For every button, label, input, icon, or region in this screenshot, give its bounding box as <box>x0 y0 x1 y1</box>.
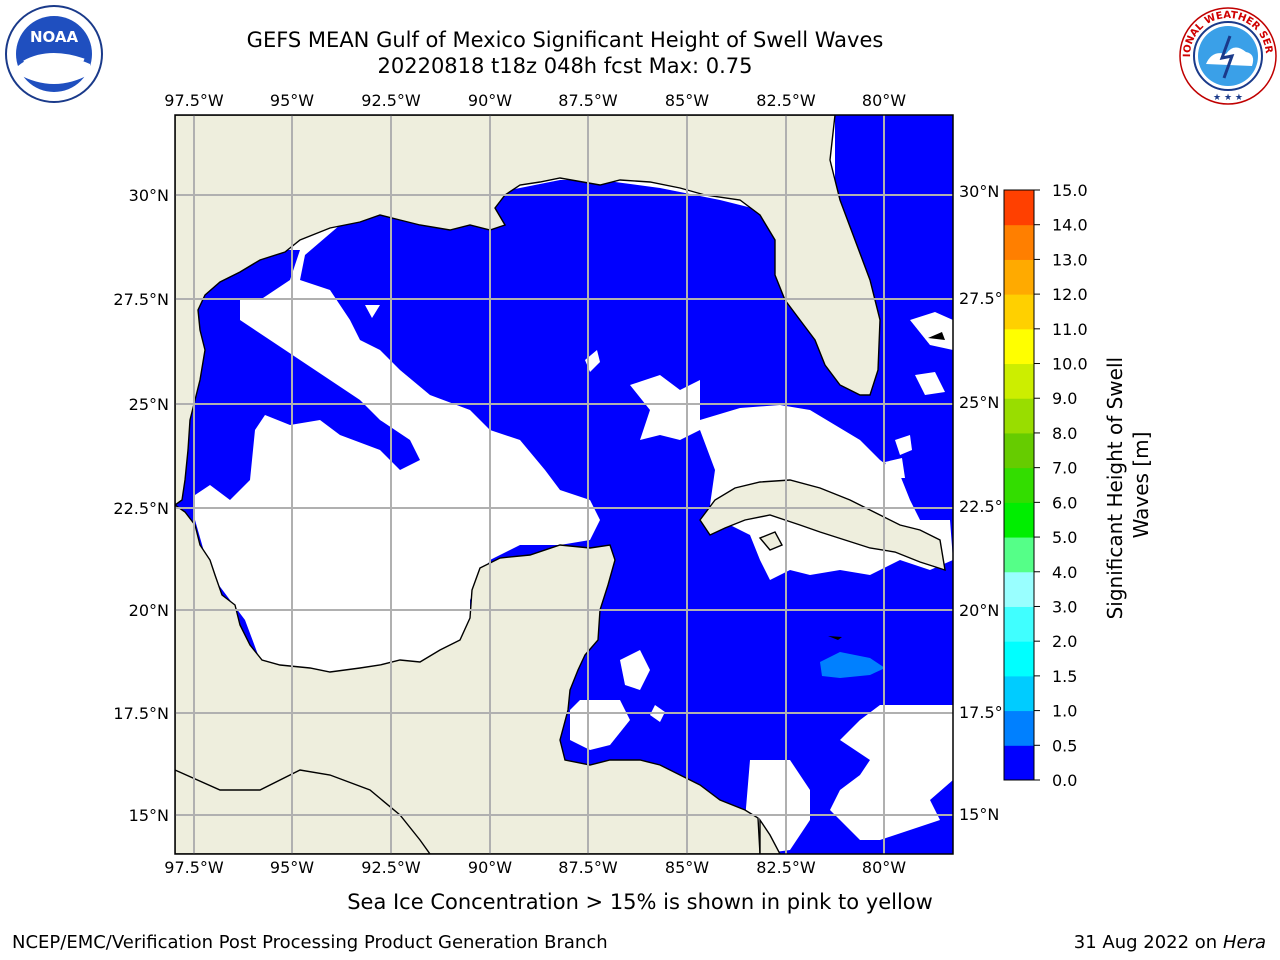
lat-tick-left: 30°N <box>129 186 169 205</box>
colorbar-band <box>1004 328 1034 365</box>
lon-tick-top: 97.5°W <box>164 91 224 110</box>
colorbar: 0.0 0.5 1.0 1.5 2.0 3.0 4.0 5.0 6.0 7.0 8.0 9.0 10.0… <box>1003 181 1088 790</box>
colorbar-tick-label: 3.0 <box>1052 597 1077 616</box>
colorbar-band <box>1004 363 1034 399</box>
colorbar-label-line2: Waves [m] <box>1129 432 1153 539</box>
colorbar-tick-label: 0.0 <box>1052 771 1077 790</box>
footer-date-text: 31 Aug 2022 on <box>1073 932 1218 953</box>
colorbar-band <box>1004 710 1034 746</box>
colorbar-tick-label: 1.0 <box>1052 702 1077 721</box>
lon-labels-bottom: 97.5°W 95°W 92.5°W 90°W 87.5°W 85°W 82.5… <box>164 858 906 877</box>
lon-tick-bottom: 90°W <box>468 858 512 877</box>
lat-tick-left: 22.5°N <box>113 499 169 518</box>
lat-tick-left: 25°N <box>129 395 169 414</box>
colorbar-band <box>1004 641 1034 677</box>
lat-tick-right: 15°N <box>959 805 999 824</box>
chart-title: GEFS MEAN Gulf of Mexico Significant Hei… <box>246 28 884 52</box>
lat-tick-right: 22.5°N <box>959 497 1015 516</box>
colorbar-tick-label: 13.0 <box>1052 250 1088 269</box>
colorbar-tick-label: 5.0 <box>1052 528 1077 547</box>
colorbar-band <box>1004 502 1034 538</box>
lon-tick-bottom: 87.5°W <box>558 858 618 877</box>
lon-tick-top: 80°W <box>862 91 906 110</box>
lon-tick-top: 95°W <box>270 91 314 110</box>
colorbar-tick-label: 11.0 <box>1052 320 1088 339</box>
lon-tick-bottom: 85°W <box>665 858 709 877</box>
lon-tick-bottom: 97.5°W <box>164 858 224 877</box>
lon-tick-top: 82.5°W <box>756 91 816 110</box>
noaa-logo: NOAA <box>5 5 103 103</box>
colorbar-band <box>1004 606 1034 642</box>
colorbar-tick-label: 6.0 <box>1052 493 1077 512</box>
colorbar-tick-label: 7.0 <box>1052 459 1077 478</box>
lon-tick-bottom: 80°W <box>862 858 906 877</box>
lat-tick-left: 15°N <box>129 806 169 825</box>
colorbar-tick-label: 15.0 <box>1052 181 1088 200</box>
lat-labels-left: 30°N 27.5°N 25°N 22.5°N 20°N 17.5°N 15°N <box>113 186 169 825</box>
footer-date: 31 Aug 2022 on Hera <box>1074 932 1266 953</box>
islands <box>828 332 945 640</box>
sea-ice-note: Sea Ice Concentration > 15% is shown in … <box>347 890 933 914</box>
colorbar-band <box>1004 571 1034 607</box>
colorbar-tick-label: 4.0 <box>1052 563 1077 582</box>
footer-host: Hera <box>1222 932 1266 953</box>
colorbar-tick-label: 2.0 <box>1052 632 1077 651</box>
colorbar-band <box>1004 224 1034 260</box>
lon-tick-top: 92.5°W <box>361 91 421 110</box>
colorbar-label-line1: Significant Height of Swell <box>1103 357 1127 619</box>
colorbar-band <box>1004 675 1034 712</box>
colorbar-tick-label: 12.0 <box>1052 285 1088 304</box>
footer-credit: NCEP/EMC/Verification Post Processing Pr… <box>12 932 608 953</box>
lat-labels-right: 30°N 27.5°N 25°N 22.5°N 20°N 17.5°N 15°N <box>959 182 1015 824</box>
colorbar-tick-label: 1.5 <box>1052 667 1077 686</box>
colorbar-band <box>1004 259 1034 295</box>
lat-tick-right: 25°N <box>959 393 999 412</box>
lon-tick-top: 90°W <box>468 91 512 110</box>
colorbar-band <box>1004 294 1034 330</box>
lon-tick-bottom: 95°W <box>270 858 314 877</box>
colorbar-band <box>1004 537 1034 573</box>
colorbar-band <box>1004 432 1034 469</box>
svg-text:★ ★ ★: ★ ★ ★ <box>1213 93 1243 103</box>
lat-tick-left: 27.5°N <box>113 290 169 309</box>
colorbar-band <box>1004 190 1034 226</box>
colorbar-tick-label: 8.0 <box>1052 424 1077 443</box>
lat-tick-right: 17.5°N <box>959 703 1015 722</box>
colorbar-frame <box>1003 189 1035 781</box>
colorbar-band <box>1004 398 1034 434</box>
colorbar-tick-label: 14.0 <box>1052 216 1088 235</box>
lat-tick-right: 27.5°N <box>959 289 1015 308</box>
lat-tick-right: 20°N <box>959 601 999 620</box>
map-frame <box>174 114 954 855</box>
noaa-logo-text: NOAA <box>30 28 79 46</box>
lat-tick-right: 30°N <box>959 182 999 201</box>
chart-subtitle: 20220818 t18z 048h fcst Max: 0.75 <box>377 54 753 78</box>
gridlines <box>175 115 953 854</box>
lon-tick-bottom: 92.5°W <box>361 858 421 877</box>
lat-tick-left: 20°N <box>129 601 169 620</box>
colorbar-band <box>1004 745 1034 781</box>
colorbar-tick-label: 9.0 <box>1052 389 1077 408</box>
lon-tick-bottom: 82.5°W <box>756 858 816 877</box>
colorbar-band <box>1004 467 1034 503</box>
nws-logo: NATIONAL WEATHER SERVICE ★ ★ ★ <box>1178 6 1277 105</box>
lon-labels-top: 97.5°W 95°W 92.5°W 90°W 87.5°W 85°W 82.5… <box>164 91 906 110</box>
colorbar-label: Significant Height of Swell Waves [m] <box>1103 351 1153 620</box>
colorbar-tick-label: 10.0 <box>1052 355 1088 374</box>
lon-tick-top: 87.5°W <box>558 91 618 110</box>
colorbar-tick-label: 0.5 <box>1052 736 1077 755</box>
lon-tick-top: 85°W <box>665 91 709 110</box>
lat-tick-left: 17.5°N <box>113 704 169 723</box>
